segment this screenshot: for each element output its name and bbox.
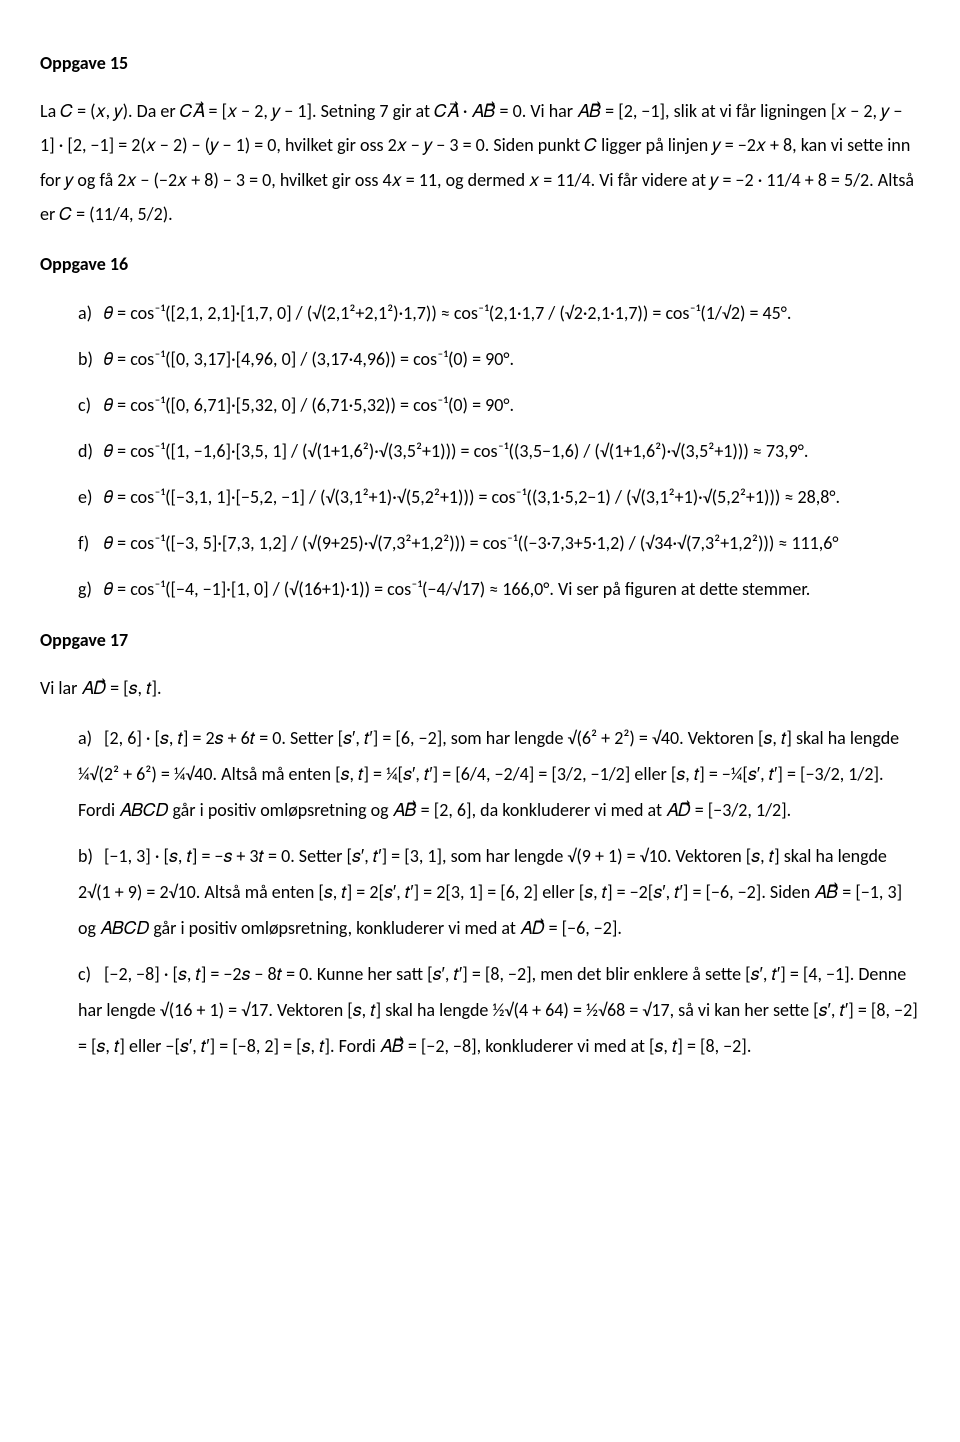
item-text: 𝜃 = cos⁻¹([−4, −1]·[1, 0] / (√(16+1)·1))… <box>104 578 810 600</box>
item-text: [−1, 3] · [𝑠, 𝑡] = −𝑠 + 3𝑡 = 0. Setter [… <box>78 845 902 939</box>
item-text: 𝜃 = cos⁻¹([2,1, 2,1]·[1,7, 0] / (√(2,1²+… <box>104 302 791 324</box>
list-item: a)𝜃 = cos⁻¹([2,1, 2,1]·[1,7, 0] / (√(2,1… <box>78 295 920 331</box>
oppgave-17-list: a)[2, 6] · [𝑠, 𝑡] = 2𝑠 + 6𝑡 = 0. Setter … <box>40 720 920 1064</box>
list-item: d)𝜃 = cos⁻¹([1, −1,6]·[3,5, 1] / (√(1+1,… <box>78 433 920 469</box>
item-label: f) <box>78 525 104 561</box>
oppgave-16-heading: Oppgave 16 <box>40 247 920 281</box>
item-label: c) <box>78 956 104 992</box>
oppgave-15-heading: Oppgave 15 <box>40 46 920 80</box>
oppgave-17-intro: Vi lar 𝐴𝐷⃗ = [𝑠, 𝑡]. <box>40 671 920 705</box>
item-label: g) <box>78 571 104 607</box>
list-item: c)𝜃 = cos⁻¹([0, 6,71]·[5,32, 0] / (6,71·… <box>78 387 920 423</box>
list-item: g)𝜃 = cos⁻¹([−4, −1]·[1, 0] / (√(16+1)·1… <box>78 571 920 607</box>
item-text: 𝜃 = cos⁻¹([1, −1,6]·[3,5, 1] / (√(1+1,6²… <box>104 440 808 462</box>
item-label: b) <box>78 838 104 874</box>
list-item: b)𝜃 = cos⁻¹([0, 3,17]·[4,96, 0] / (3,17·… <box>78 341 920 377</box>
oppgave-16-list: a)𝜃 = cos⁻¹([2,1, 2,1]·[1,7, 0] / (√(2,1… <box>40 295 920 607</box>
item-label: e) <box>78 479 104 515</box>
list-item: c)[−2, −8] · [𝑠, 𝑡] = −2𝑠 − 8𝑡 = 0. Kunn… <box>78 956 920 1064</box>
item-label: c) <box>78 387 104 423</box>
list-item: b)[−1, 3] · [𝑠, 𝑡] = −𝑠 + 3𝑡 = 0. Setter… <box>78 838 920 946</box>
item-text: [2, 6] · [𝑠, 𝑡] = 2𝑠 + 6𝑡 = 0. Setter [𝑠… <box>78 727 899 821</box>
item-text: 𝜃 = cos⁻¹([−3, 5]·[7,3, 1,2] / (√(9+25)·… <box>104 532 839 554</box>
item-text: 𝜃 = cos⁻¹([−3,1, 1]·[−5,2, −1] / (√(3,1²… <box>104 486 840 508</box>
item-text: 𝜃 = cos⁻¹([0, 3,17]·[4,96, 0] / (3,17·4,… <box>104 348 514 370</box>
list-item: a)[2, 6] · [𝑠, 𝑡] = 2𝑠 + 6𝑡 = 0. Setter … <box>78 720 920 828</box>
item-text: [−2, −8] · [𝑠, 𝑡] = −2𝑠 − 8𝑡 = 0. Kunne … <box>78 963 918 1057</box>
item-label: a) <box>78 720 104 756</box>
list-item: e)𝜃 = cos⁻¹([−3,1, 1]·[−5,2, −1] / (√(3,… <box>78 479 920 515</box>
item-label: a) <box>78 295 104 331</box>
item-text: 𝜃 = cos⁻¹([0, 6,71]·[5,32, 0] / (6,71·5,… <box>104 394 514 416</box>
item-label: d) <box>78 433 104 469</box>
oppgave-17-heading: Oppgave 17 <box>40 623 920 657</box>
list-item: f)𝜃 = cos⁻¹([−3, 5]·[7,3, 1,2] / (√(9+25… <box>78 525 920 561</box>
item-label: b) <box>78 341 104 377</box>
oppgave-15-text: La 𝐶 = (𝑥, 𝑦). Da er 𝐶𝐴⃗ = [𝑥 − 2, 𝑦 − 1… <box>40 94 920 231</box>
